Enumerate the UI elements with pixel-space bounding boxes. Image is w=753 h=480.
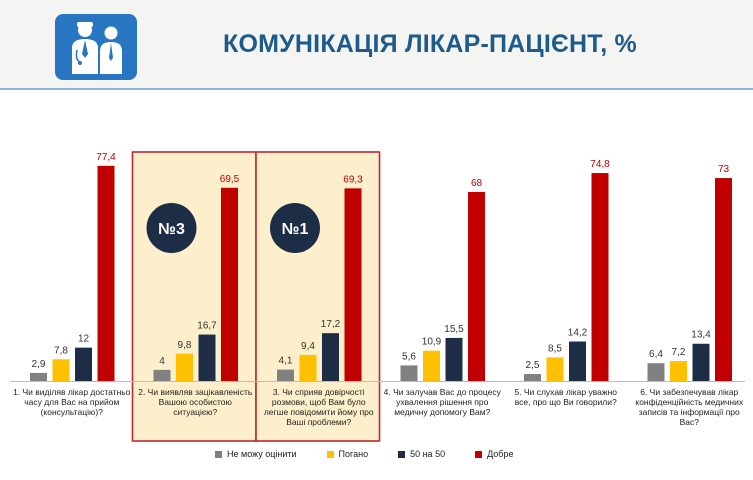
data-label: 69,3 [343, 174, 363, 185]
category-label: 2. Чи виявляв зацікавленість [138, 387, 253, 397]
data-label: 6,4 [649, 349, 663, 360]
bar [277, 369, 294, 381]
legend: Не можу оцінити Погано 50 на 50 Добре [215, 446, 513, 462]
data-label: 77,4 [96, 152, 116, 163]
data-label: 73 [718, 164, 730, 175]
category-label: 3. Чи сприяв довірчості [273, 387, 365, 397]
legend-swatch [326, 450, 334, 458]
category-label: 6. Чи забезпечував лікар [640, 387, 738, 397]
data-label: 12 [78, 334, 90, 345]
bar [198, 334, 216, 381]
bar [344, 188, 362, 381]
data-label: 9,8 [178, 340, 192, 351]
category-label: медичну допомогу Вам? [394, 407, 490, 417]
category-label: конфіденційність медичних [635, 397, 743, 407]
category-label: 4. Чи залучав Вас до процесу [384, 387, 502, 397]
category-label: ухвалення рішення про [396, 397, 489, 407]
data-label: 68 [471, 178, 483, 189]
data-label: 7,2 [672, 347, 686, 358]
legend-item: Не можу оцінити [215, 446, 297, 462]
legend-label: Добре [487, 449, 514, 459]
rank-badge [146, 203, 197, 253]
rank-badge-label: №3 [158, 221, 185, 238]
bar [692, 343, 710, 381]
legend-label: Не можу оцінити [227, 449, 297, 459]
legend-swatch [475, 450, 483, 458]
data-label: 2,5 [526, 360, 540, 371]
divider [0, 88, 753, 90]
category-label: 5. Чи слухав лікар уважно [514, 387, 617, 397]
rank-badge [270, 203, 320, 253]
bar [75, 347, 92, 381]
data-label: 9,4 [301, 341, 315, 352]
bar [468, 191, 485, 381]
data-label: 69,5 [220, 174, 240, 185]
bar [153, 369, 171, 381]
data-label: 5,6 [402, 351, 416, 362]
data-label: 10,9 [422, 337, 442, 348]
bar [30, 372, 47, 381]
bar [546, 357, 564, 381]
data-label: 7,8 [54, 345, 68, 356]
bar [715, 178, 732, 381]
category-label: часу для Вас на прийом [24, 397, 119, 407]
bar [524, 374, 541, 381]
page-title: КОМУНІКАЦІЯ ЛІКАР-ПАЦІЄНТ, % [223, 30, 637, 58]
legend-item: Погано [326, 446, 369, 462]
data-label: 8,5 [548, 343, 562, 354]
bar [221, 187, 238, 381]
data-label: 17,2 [321, 319, 341, 330]
rank-badge-label: №1 [282, 221, 309, 238]
bar [591, 173, 609, 381]
category-label: (консультацію)? [41, 407, 104, 417]
bar [299, 354, 317, 381]
legend-item: 50 на 50 [398, 446, 445, 462]
category-label: записів та інформації про [639, 407, 740, 417]
bar [569, 341, 586, 381]
bar [52, 359, 70, 381]
bar [445, 337, 463, 381]
category-label: легше повідомити йому про [264, 407, 374, 417]
category-label: Ваші проблеми? [286, 417, 351, 427]
header: КОМУНІКАЦІЯ ЛІКАР-ПАЦІЄНТ, % [0, 0, 753, 88]
data-label: 4,1 [279, 356, 293, 367]
category-label: ситуацією? [173, 407, 217, 417]
category-label: все, про що Ви говорили? [515, 397, 617, 407]
bar [176, 353, 193, 381]
data-label: 2,9 [32, 359, 46, 370]
data-label: 16,7 [197, 321, 217, 332]
legend-label: Погано [338, 449, 369, 459]
legend-item: Добре [475, 446, 513, 462]
bar [423, 350, 440, 381]
category-label: розмови, щоб Вам було [272, 397, 366, 407]
legend-swatch [215, 450, 222, 458]
legend-swatch [398, 450, 406, 458]
bar [322, 333, 339, 381]
data-label: 15,5 [444, 324, 464, 335]
data-label: 4 [159, 356, 165, 367]
bar [647, 363, 665, 381]
legend-label: 50 на 50 [410, 449, 446, 459]
bar [400, 365, 418, 381]
bar [670, 360, 687, 381]
category-label: Вас? [680, 417, 700, 427]
doctor-patient-icon [55, 14, 137, 80]
bar [97, 165, 115, 381]
data-label: 14,2 [568, 328, 588, 339]
data-label: 74,8 [590, 159, 610, 170]
category-label: Вашою особистою [159, 397, 233, 407]
data-label: 13,4 [691, 330, 711, 341]
category-label: 1. Чи виділяв лікар достатньо [13, 387, 131, 397]
